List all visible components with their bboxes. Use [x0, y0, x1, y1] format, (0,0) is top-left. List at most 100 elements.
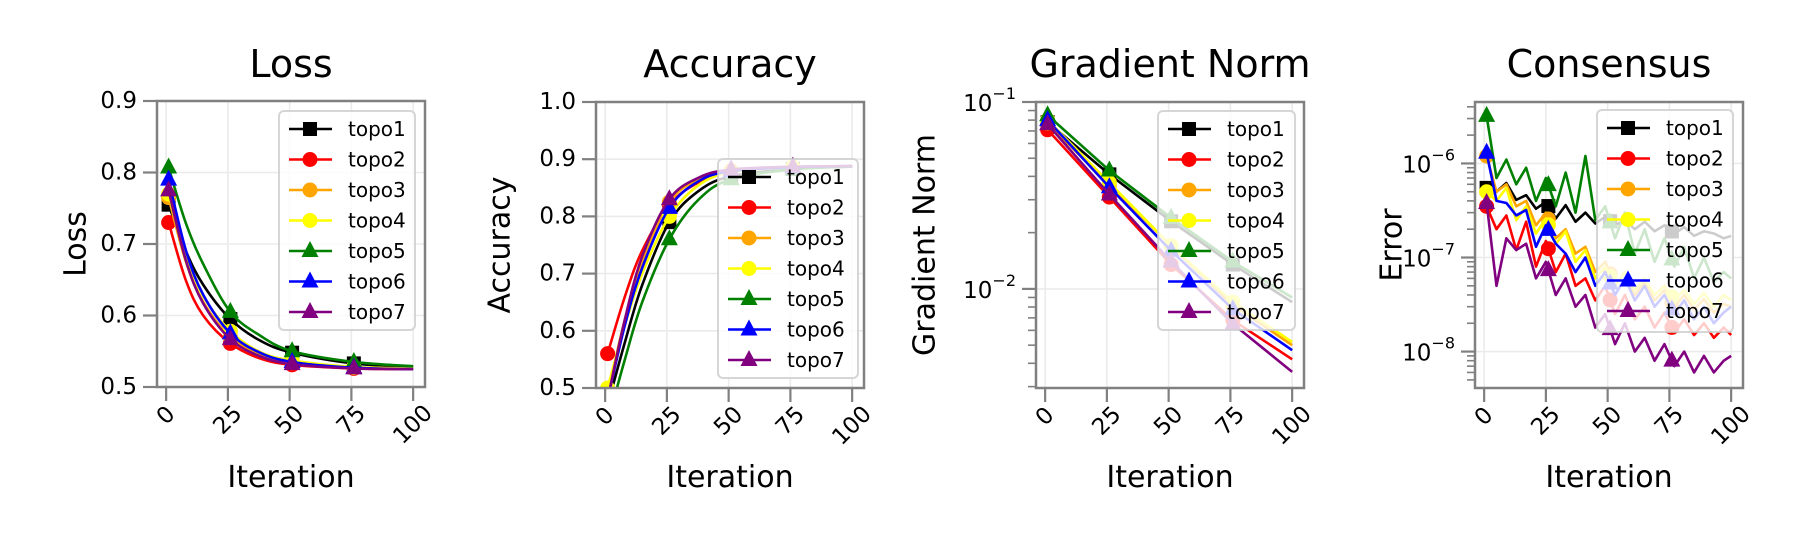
legend-marker-triangle-icon [1180, 271, 1198, 288]
x-tick-label: 25 [1087, 402, 1126, 441]
legend-label: topo6 [787, 318, 845, 342]
legend-item-topo2: topo2 [289, 148, 406, 172]
legend-item-topo1: topo1 [289, 117, 406, 141]
legend-item-topo3: topo3 [728, 226, 845, 250]
data-point-topo7 [1478, 192, 1496, 209]
axes-frame [1034, 100, 1306, 390]
legend-marker-circle-icon [302, 213, 318, 228]
data-point-topo5 [221, 301, 239, 318]
y-tick-label: 0.6 [100, 303, 137, 329]
legend-marker-square-icon [1182, 122, 1196, 136]
x-tick-label: 0 [1031, 402, 1060, 431]
legend-label: topo3 [1227, 178, 1285, 202]
y-tick-label: 10−7 [1402, 240, 1455, 273]
axes-frame [594, 100, 866, 390]
legend-label: topo7 [1227, 300, 1285, 324]
legend-item-topo5: topo5 [728, 287, 845, 311]
y-tick-label: 10−8 [1402, 334, 1455, 367]
legend-marker-circle-icon [302, 182, 318, 198]
legend-label: topo1 [1227, 117, 1285, 141]
x-tick-label: 100 [1267, 401, 1316, 450]
y-tick-label: 0.9 [100, 88, 137, 114]
data-point-topo2 [600, 346, 616, 362]
legend-item-topo6: topo6 [728, 318, 845, 342]
data-point-topo5 [283, 341, 301, 358]
chart-title: Consensus [1507, 42, 1712, 86]
legend-label: topo1 [1666, 116, 1724, 140]
y-tick-label: 0.5 [539, 375, 576, 401]
legend-label: topo6 [1227, 270, 1285, 294]
legend-marker-circle-icon [741, 200, 757, 215]
data-point-topo6 [1478, 142, 1496, 159]
y-tick-label: 0.7 [539, 261, 576, 287]
legend-label: topo4 [1666, 208, 1724, 232]
y-tick-exponent: −7 [1431, 240, 1455, 259]
data-point-topo7 [1039, 114, 1057, 131]
x-tick-label: 25 [1526, 402, 1565, 441]
subplot-accuracy: 0 25 50 75 100 0.5 0.6 0.7 0.8 0.9 1.0 Accuracy Iter… [483, 42, 877, 495]
y-tick-base: 10 [963, 91, 992, 117]
y-tick-label: 1.0 [539, 89, 576, 115]
legend-item-topo7: topo7 [289, 300, 406, 324]
x-tick-label: 25 [208, 401, 247, 440]
plot-area [160, 157, 414, 376]
legend-item-topo1: topo1 [1607, 116, 1724, 140]
y-tick-base: 10 [963, 278, 992, 304]
data-point-topo7 [283, 354, 301, 371]
legend-item-topo5: topo5 [1607, 238, 1724, 262]
data-point-topo7 [1663, 350, 1681, 367]
legend-label: topo1 [787, 165, 845, 189]
y-tick-label: 10−2 [963, 271, 1016, 304]
legend-marker-triangle-icon [740, 319, 758, 336]
legend-marker-triangle-icon [1619, 301, 1637, 317]
y-axis-label: Accuracy [483, 177, 518, 314]
x-tick-label: 100 [827, 401, 876, 450]
legend-marker-circle-icon [1620, 151, 1636, 166]
legend-marker-triangle-icon [301, 271, 319, 288]
x-tick-label: 50 [1588, 402, 1627, 441]
legend-marker-circle-icon [1620, 212, 1636, 227]
y-tick-exponent: −1 [992, 84, 1016, 103]
x-tick-label: 0 [591, 402, 620, 431]
x-tick-label: 100 [1706, 401, 1755, 450]
x-axis-label: Iteration [666, 460, 793, 495]
legend-item-topo2: topo2 [1607, 147, 1724, 171]
legend-marker-triangle-icon [301, 302, 319, 318]
legend-marker-circle-icon [1181, 152, 1197, 167]
y-tick-base: 10 [1402, 152, 1431, 178]
x-tick-label: 50 [709, 402, 748, 441]
axes-frame [1473, 100, 1745, 390]
legend-marker-circle-icon [741, 230, 757, 246]
legend-item-topo3: topo3 [1168, 178, 1285, 202]
y-tick-exponent: −8 [1431, 334, 1455, 353]
data-point-topo5 [160, 157, 178, 174]
legend-label: topo7 [348, 300, 406, 324]
legend-marker-triangle-icon [1619, 240, 1637, 256]
x-tick-label: 0 [1470, 402, 1499, 431]
legend-marker-circle-icon [302, 152, 318, 167]
legend-label: topo6 [1666, 269, 1724, 293]
legend-item-topo4: topo4 [728, 257, 845, 281]
y-tick-label: 0.5 [100, 374, 137, 400]
y-axis-label: Loss [59, 211, 94, 277]
legend-marker-square-icon [303, 122, 317, 136]
legend-marker-triangle-icon [1180, 302, 1198, 318]
legend: topo1 topo2 topo3 topo4 topo5 topo6 topo7 [1596, 109, 1734, 333]
legend-label: topo7 [787, 348, 845, 372]
x-tick-label: 75 [332, 401, 371, 440]
legend-item-topo3: topo3 [289, 178, 406, 202]
data-point-topo5 [1478, 105, 1496, 122]
legend-marker-triangle-icon [301, 241, 319, 257]
subplot-loss: 0 25 50 75 100 0.5 0.6 0.7 0.8 0.9 Loss Iteration Lo… [59, 42, 438, 495]
data-point-topo7 [345, 358, 363, 375]
data-point-topo5 [1539, 175, 1557, 192]
legend-marker-triangle-icon [1180, 241, 1198, 257]
y-tick-label: 0.8 [100, 160, 137, 186]
legend-label: topo2 [787, 196, 845, 220]
series-line-topo7 [167, 190, 414, 371]
legend: topo1 topo2 topo3 topo4 topo5 topo6 topo7 [278, 110, 416, 331]
data-point-topo6 [1539, 219, 1557, 236]
y-tick-label: 0.9 [539, 146, 576, 172]
data-point-topo7 [221, 329, 239, 346]
x-tick-label: 100 [388, 400, 437, 449]
